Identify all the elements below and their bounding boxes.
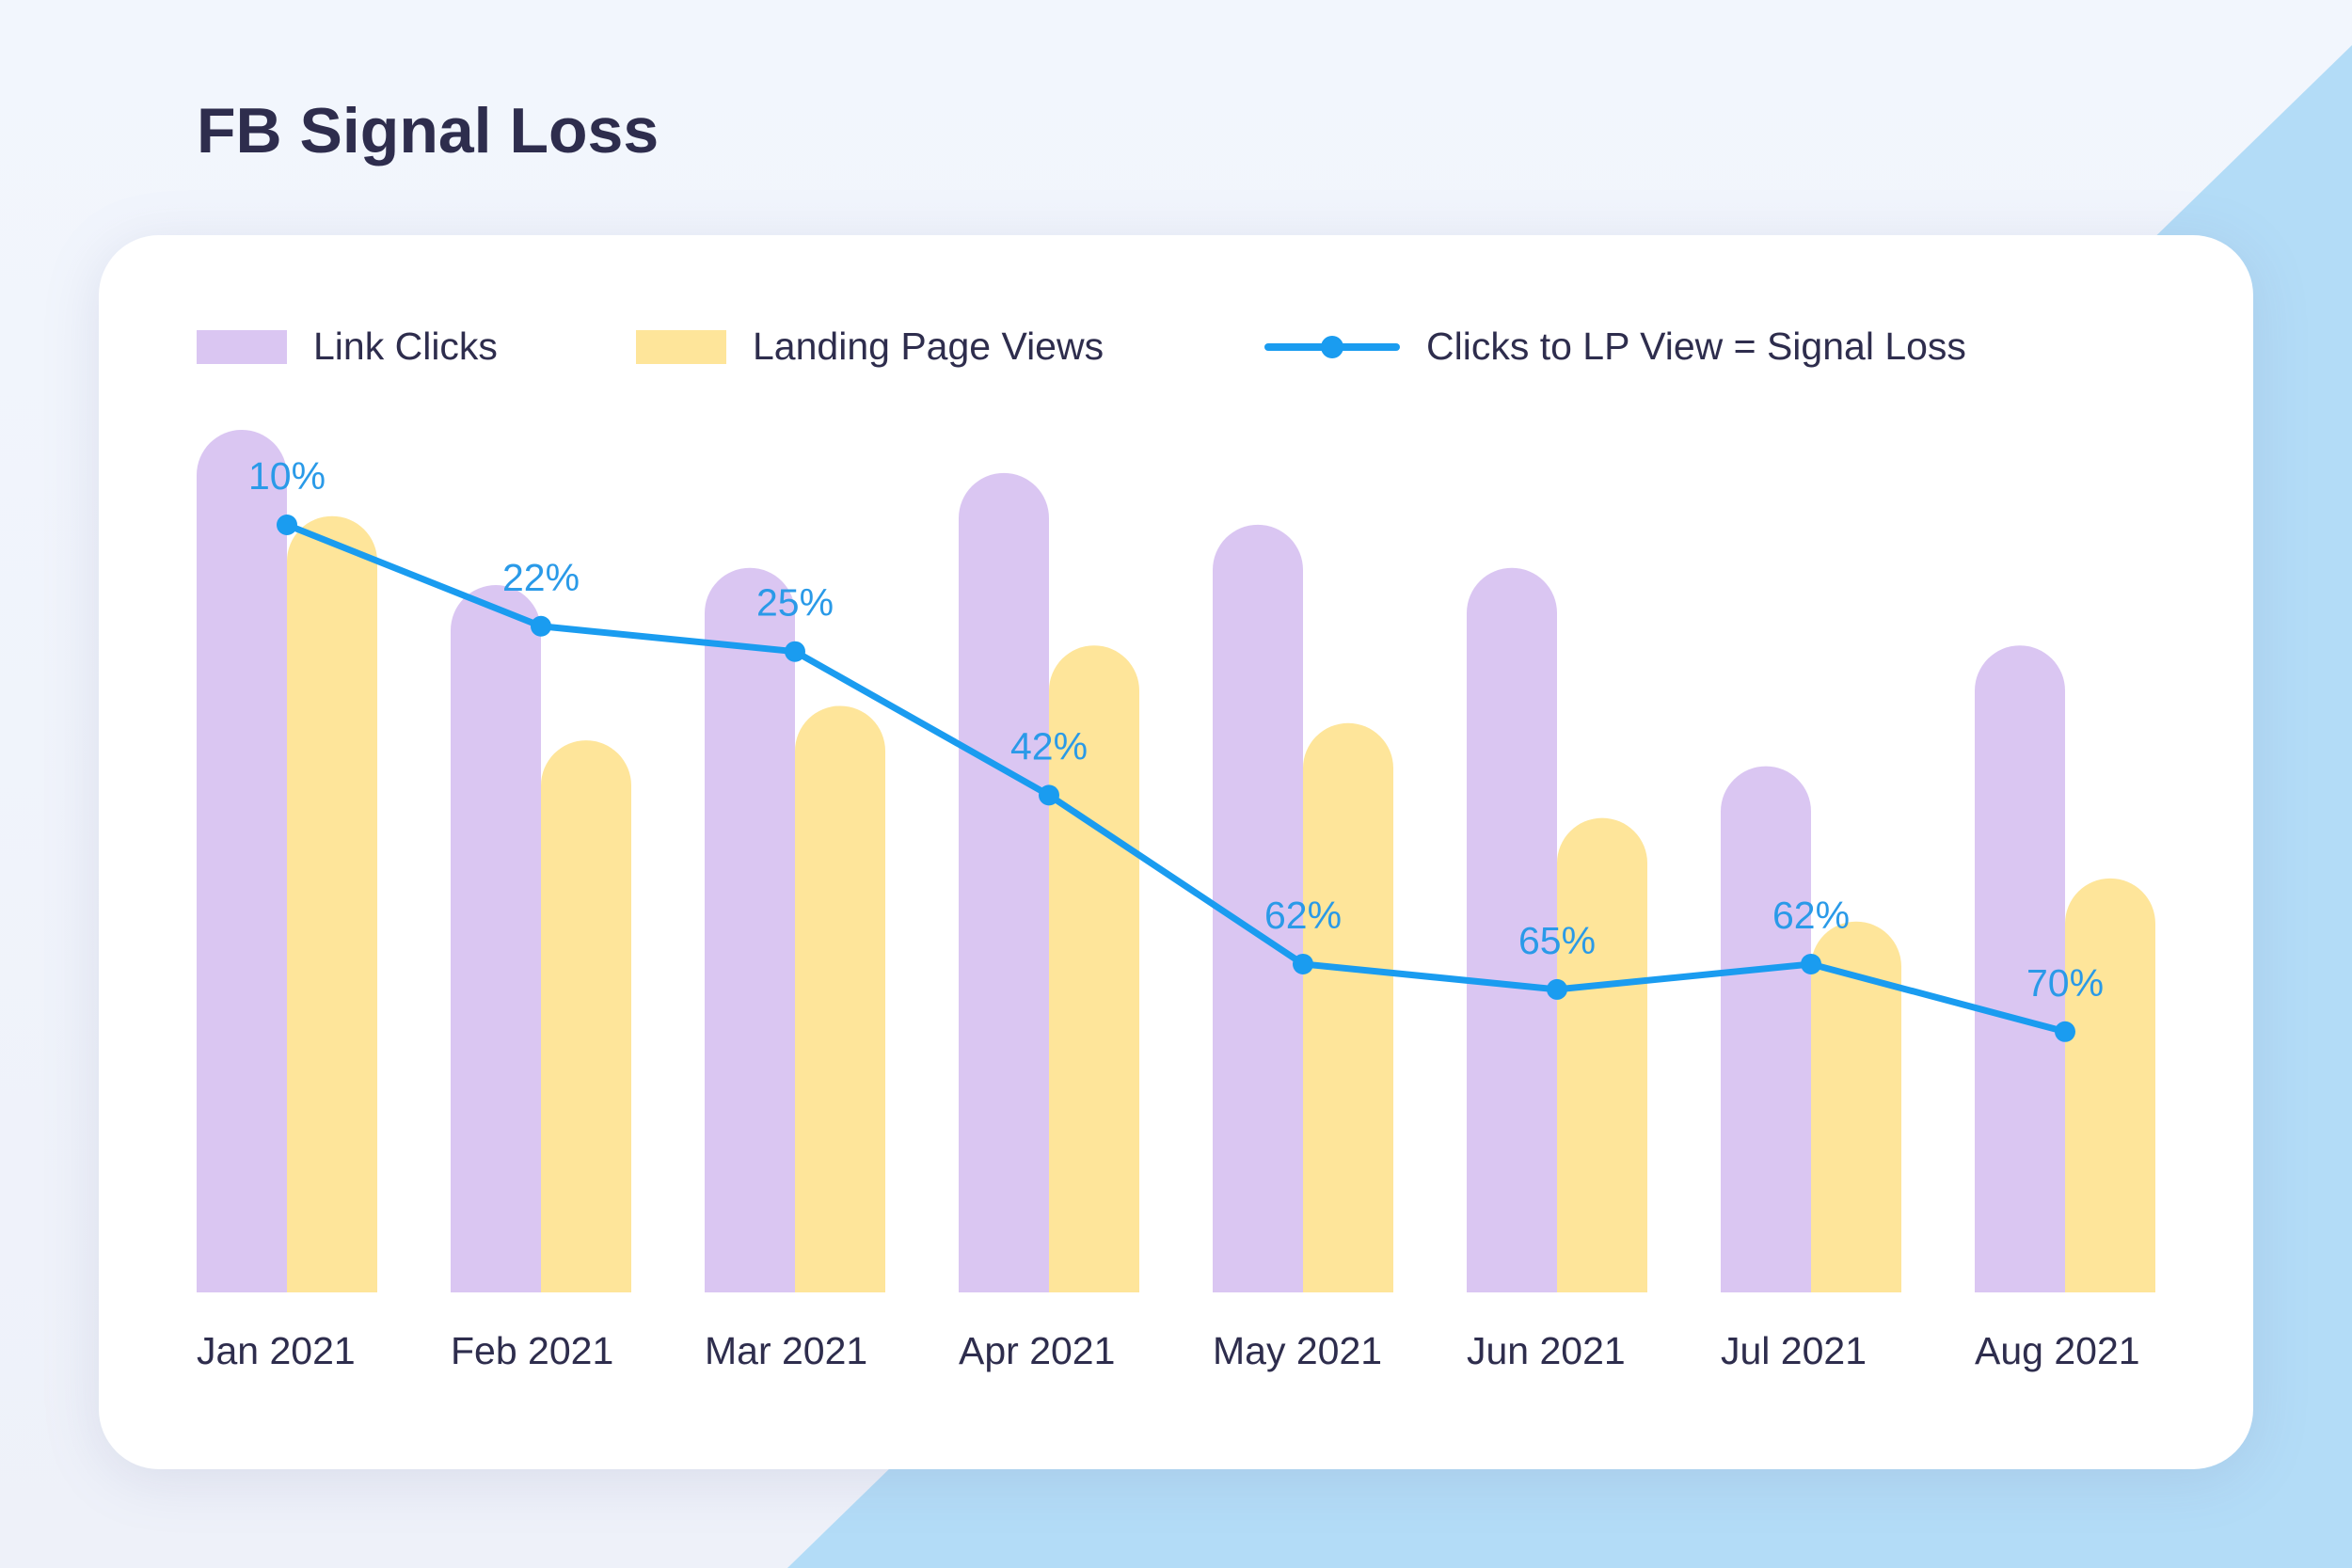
legend-swatch-landing-page-views (636, 329, 726, 364)
bar-link-clicks (197, 430, 287, 1292)
data-label: 62% (1772, 894, 1850, 937)
x-tick-label: Aug 2021 (1975, 1329, 2140, 1372)
x-tick-label: Jul 2021 (1721, 1329, 1867, 1372)
signal-loss-point (1293, 953, 1313, 974)
bar-link-clicks (959, 472, 1049, 1293)
bar-link-clicks (1721, 766, 1811, 1292)
bar-link-clicks (705, 567, 795, 1292)
x-tick-label: Feb 2021 (451, 1329, 613, 1372)
bar-link-clicks (451, 585, 541, 1292)
signal-loss-point (1039, 784, 1059, 806)
x-tick-label: Apr 2021 (959, 1329, 1115, 1372)
legend-link-clicks: Link Clicks (197, 325, 498, 369)
x-tick-label: May 2021 (1213, 1329, 1382, 1372)
legend-swatch-link-clicks (197, 329, 287, 364)
legend-label: Link Clicks (313, 325, 498, 368)
signal-loss-point (2055, 1021, 2075, 1042)
bar-link-clicks (1975, 645, 2065, 1292)
bar-landing-page-views (541, 740, 631, 1292)
legend-label: Landing Page Views (753, 325, 1104, 368)
data-label: 25% (756, 581, 834, 625)
x-tick-label: Jun 2021 (1467, 1329, 1626, 1372)
legend-landing-page-views: Landing Page Views (636, 325, 1104, 369)
legend-label: Clicks to LP View = Signal Loss (1426, 325, 1966, 368)
data-label: 10% (248, 454, 326, 498)
data-label: 65% (1518, 919, 1596, 962)
data-label: 62% (1264, 894, 1342, 937)
signal-loss-point (1801, 953, 1821, 974)
signal-loss-point (277, 515, 297, 535)
x-tick-label: Jan 2021 (197, 1329, 356, 1372)
bar-link-clicks (1213, 524, 1303, 1292)
signal-loss-line (285, 521, 2066, 1036)
bar-landing-page-views (1557, 817, 1647, 1292)
data-label: 42% (1010, 724, 1088, 768)
data-label: 22% (502, 556, 580, 599)
bar-landing-page-views (1811, 921, 1901, 1292)
page-title: FB Signal Loss (197, 95, 660, 166)
bar-landing-page-views (2065, 878, 2155, 1292)
signal-loss-point (531, 615, 551, 637)
bar-link-clicks (1467, 567, 1557, 1292)
legend-signal-loss: Clicks to LP View = Signal Loss (1264, 325, 1966, 369)
legend-swatch-signal-loss (1264, 335, 1400, 358)
x-tick-label: Mar 2021 (705, 1329, 867, 1372)
bar-landing-page-views (1303, 722, 1393, 1292)
bar-landing-page-views (287, 515, 377, 1292)
bar-landing-page-views (795, 705, 885, 1292)
signal-loss-point (1547, 978, 1567, 1000)
data-label: 70% (2026, 961, 2104, 1005)
signal-loss-point (785, 641, 805, 662)
